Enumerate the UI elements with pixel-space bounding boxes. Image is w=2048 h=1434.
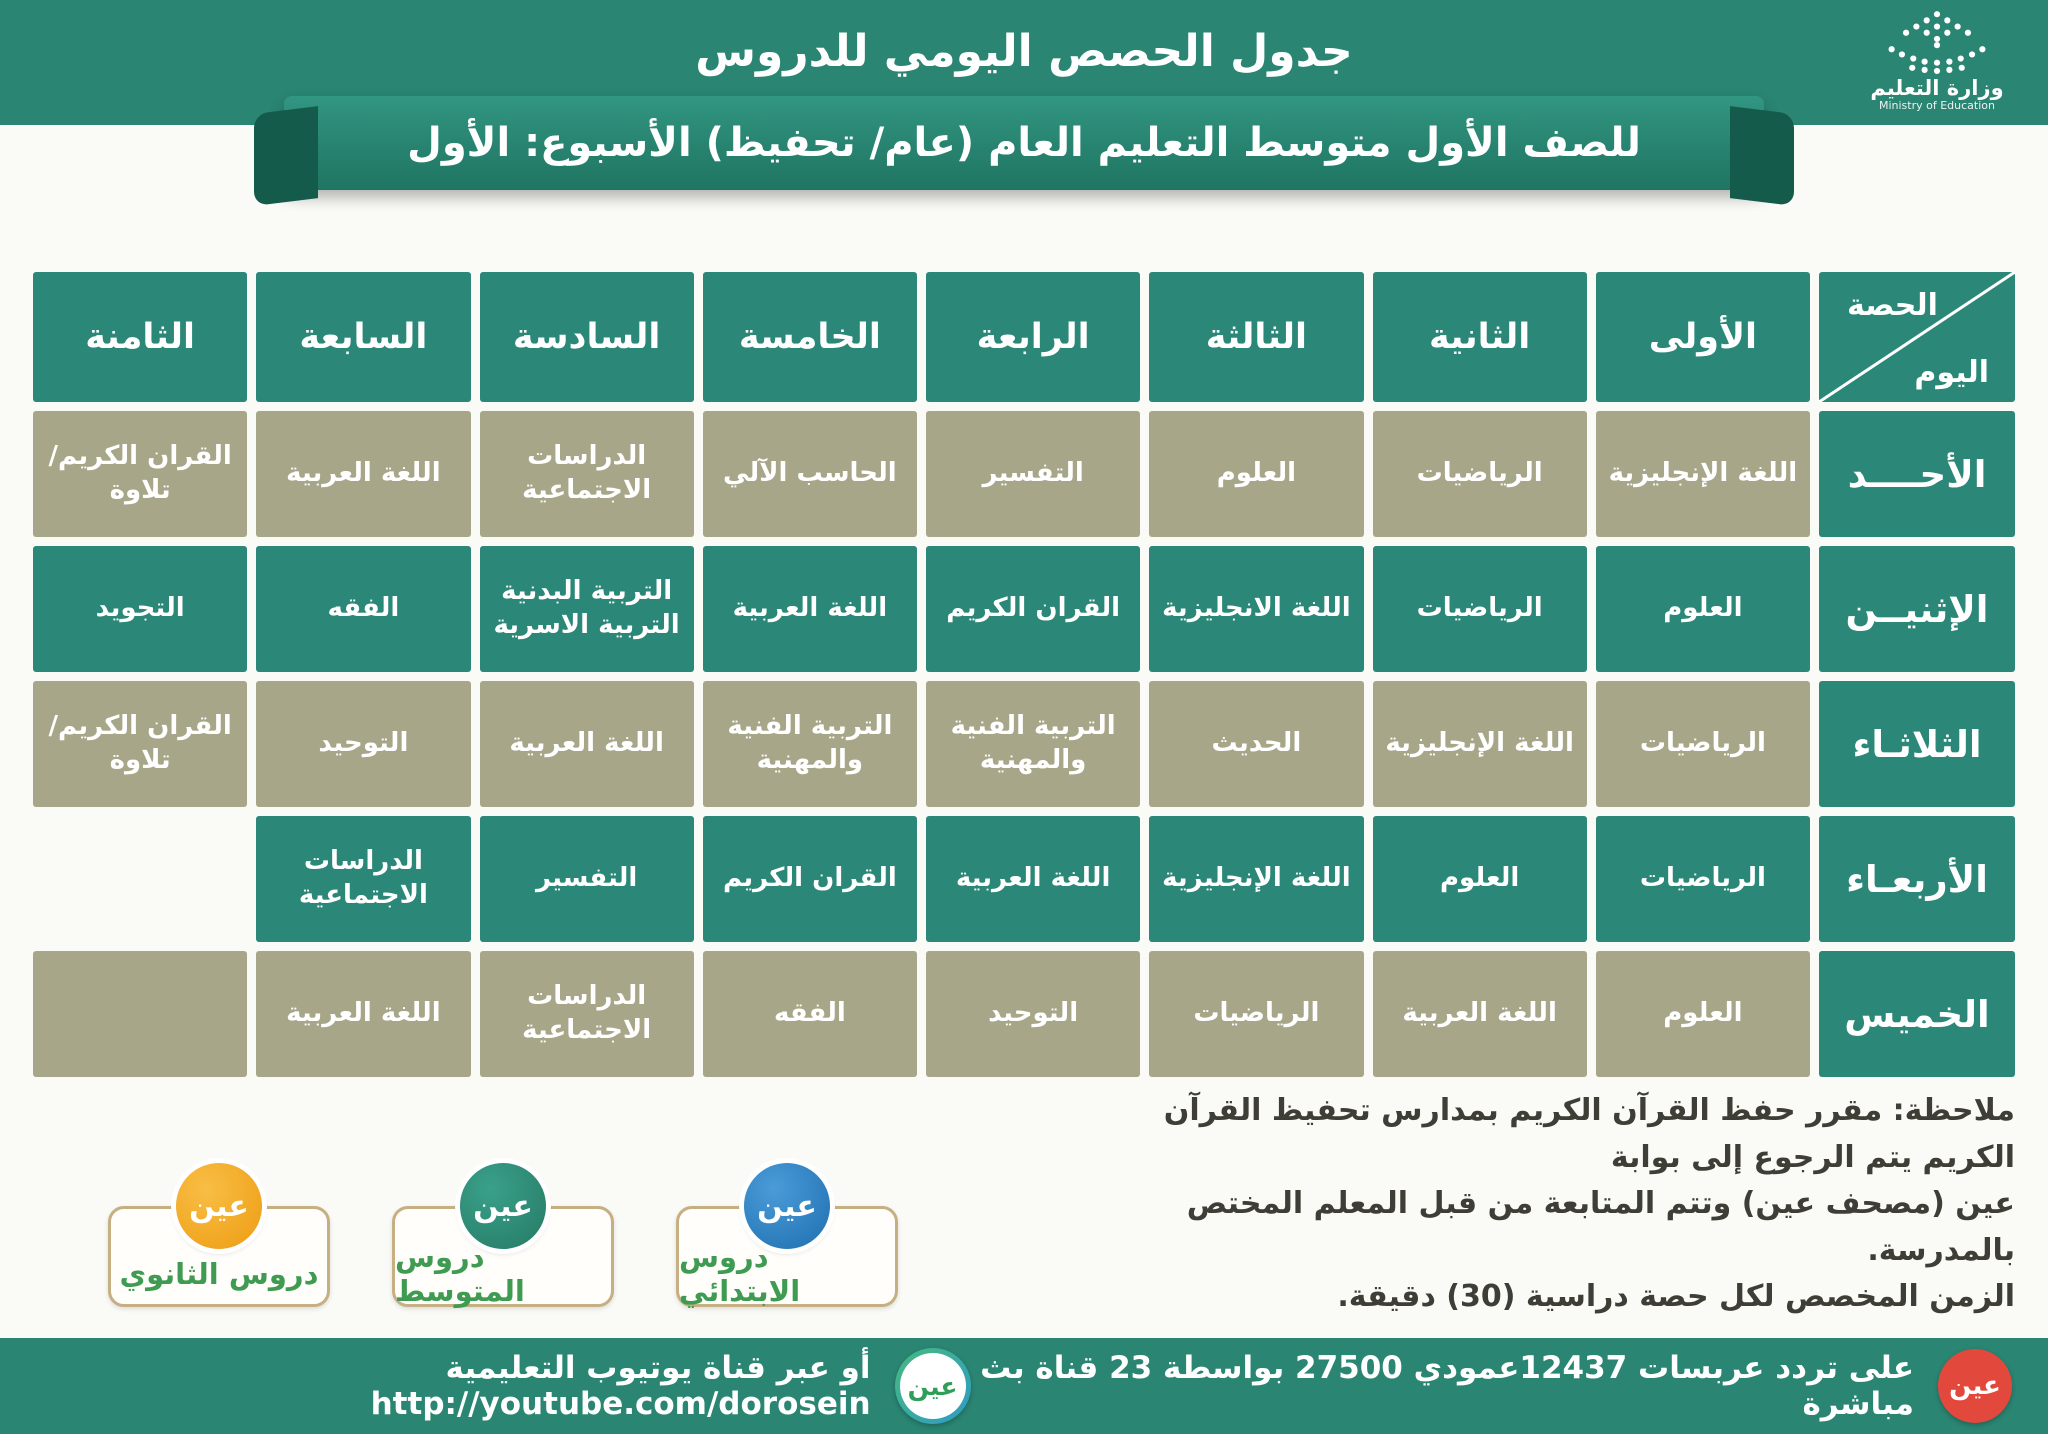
day-header-wednesday: الأربعـاء bbox=[1819, 816, 2015, 942]
subject-cell: التوحيد bbox=[926, 951, 1141, 1077]
badge-label: دروس الابتدائي bbox=[679, 1239, 801, 1308]
empty-cell bbox=[33, 951, 248, 1077]
period-axis-label: الحصة bbox=[1847, 288, 1938, 323]
youtube-info: عين أو عبر قناة يوتيوب التعليمية http://… bbox=[36, 1348, 971, 1424]
day-header-monday: الإثنيــن bbox=[1819, 546, 2015, 672]
subject-cell: اللغة العربية bbox=[926, 816, 1141, 942]
subject-cell: الرياضيات bbox=[1372, 546, 1587, 672]
footer-bar: عين على تردد عربسات 12437عمودي 27500 بوا… bbox=[0, 1338, 2048, 1434]
subject-cell: اللغة العربية bbox=[256, 411, 471, 537]
note-line-1: ملاحظة: مقرر حفظ القرآن الكريم بمدارس تح… bbox=[1163, 1093, 2015, 1175]
badge-box: دروس المتوسط bbox=[392, 1206, 614, 1308]
ain-lesson-badges: عين دروس الثانوي عين دروس المتوسط عين در… bbox=[108, 1163, 898, 1308]
ain-intermediate-icon: عين bbox=[460, 1163, 546, 1249]
subject-cell: التجويد bbox=[33, 546, 248, 672]
subject-cell: الرياضيات bbox=[1149, 951, 1364, 1077]
ain-secondary-icon: عين bbox=[176, 1163, 262, 1249]
ain-primary-icon: عين bbox=[744, 1163, 830, 1249]
badge-label: دروس الثانوي bbox=[119, 1256, 319, 1291]
subject-cell: القران الكريم bbox=[926, 546, 1141, 672]
subject-cell: التوحيد bbox=[256, 681, 471, 807]
period-header-1: الأولى bbox=[1595, 272, 1810, 402]
note-block: ملاحظة: مقرر حفظ القرآن الكريم بمدارس تح… bbox=[1155, 1088, 2015, 1321]
subject-cell: اللغة الانجليزية bbox=[1149, 546, 1364, 672]
period-header-4: الرابعة bbox=[926, 272, 1141, 402]
page-title: جدول الحصص اليومي للدروس bbox=[695, 26, 1353, 77]
ain-tv-icon: عين bbox=[1938, 1349, 2012, 1423]
subject-cell: الرياضيات bbox=[1372, 411, 1587, 537]
subject-cell: اللغة الإنجليزية bbox=[1595, 411, 1810, 537]
ain-channel-icon: عين bbox=[894, 1348, 971, 1424]
subject-cell: اللغة العربية bbox=[702, 546, 917, 672]
diagonal-divider bbox=[1819, 272, 2015, 402]
subject-cell: الفقه bbox=[702, 951, 917, 1077]
subject-cell: العلوم bbox=[1595, 546, 1810, 672]
day-axis-label: اليوم bbox=[1914, 355, 1989, 390]
subject-cell: الحديث bbox=[1149, 681, 1364, 807]
subject-cell: اللغة الإنجليزية bbox=[1372, 681, 1587, 807]
subject-cell: القران الكريم/ تلاوة bbox=[33, 681, 248, 807]
subject-cell: التفسير bbox=[926, 411, 1141, 537]
period-header-3: الثالثة bbox=[1149, 272, 1364, 402]
subject-cell: اللغة العربية bbox=[479, 681, 694, 807]
subject-cell: الرياضيات bbox=[1595, 681, 1810, 807]
period-header-7: السابعة bbox=[256, 272, 471, 402]
period-header-2: الثانية bbox=[1372, 272, 1587, 402]
subject-cell: العلوم bbox=[1595, 951, 1810, 1077]
badge-secondary-lessons: عين دروس الثانوي bbox=[108, 1163, 330, 1307]
subject-cell: العلوم bbox=[1149, 411, 1364, 537]
note-line-2: عين (مصحف عين) وتتم المتابعة من قبل المع… bbox=[1186, 1186, 2015, 1268]
subject-cell: اللغة العربية bbox=[1372, 951, 1587, 1077]
satellite-info: عين على تردد عربسات 12437عمودي 27500 بوا… bbox=[971, 1349, 2012, 1423]
subject-cell: التربية الفنية والمهنية bbox=[702, 681, 917, 807]
badge-primary-lessons: عين دروس الابتدائي bbox=[676, 1163, 898, 1308]
badge-intermediate-lessons: عين دروس المتوسط bbox=[392, 1163, 614, 1308]
subject-cell: اللغة الإنجليزية bbox=[1149, 816, 1364, 942]
day-header-thursday: الخميس bbox=[1819, 951, 2015, 1077]
subject-cell: الرياضيات bbox=[1595, 816, 1810, 942]
corner-cell: الحصة اليوم bbox=[1819, 272, 2015, 402]
subject-cell: التربية الفنية والمهنية bbox=[926, 681, 1141, 807]
badge-label: دروس المتوسط bbox=[395, 1239, 525, 1308]
ministry-name-arabic: وزارة التعليم bbox=[1870, 76, 2004, 100]
youtube-text: أو عبر قناة يوتيوب التعليمية http://yout… bbox=[370, 1350, 871, 1422]
subject-cell: العلوم bbox=[1372, 816, 1587, 942]
subject-cell: التفسير bbox=[479, 816, 694, 942]
subject-cell: الحاسب الآلي bbox=[702, 411, 917, 537]
subject-cell: الدراسات الاجتماعية bbox=[256, 816, 471, 942]
subject-cell: القران الكريم bbox=[702, 816, 917, 942]
satellite-text: على تردد عربسات 12437عمودي 27500 بواسطة … bbox=[980, 1350, 1914, 1422]
subject-cell: التربية البدنية التربية الاسرية bbox=[479, 546, 694, 672]
period-header-6: السادسة bbox=[479, 272, 694, 402]
timetable: الحصة اليوم الأولى الثانية الثالثة الراب… bbox=[33, 272, 2015, 1077]
subtitle-text: للصف الأول متوسط التعليم العام (عام/ تحف… bbox=[407, 120, 1641, 166]
ministry-logo: وزارة التعليم Ministry of Education bbox=[1852, 8, 2022, 113]
period-header-5: الخامسة bbox=[702, 272, 917, 402]
ain-channel-label: عين bbox=[899, 1353, 966, 1419]
subject-cell: الدراسات الاجتماعية bbox=[479, 411, 694, 537]
ministry-name-english: Ministry of Education bbox=[1878, 99, 1995, 113]
empty-cell bbox=[33, 816, 247, 942]
day-header-tuesday: الثلاثـاء bbox=[1819, 681, 2015, 807]
subject-cell: اللغة العربية bbox=[256, 951, 471, 1077]
period-header-8: الثامنة bbox=[33, 272, 248, 402]
note-line-3: الزمن المخصص لكل حصة دراسية (30) دقيقة. bbox=[1337, 1279, 2015, 1314]
subject-cell: الدراسات الاجتماعية bbox=[479, 951, 694, 1077]
day-header-sunday: الأحــــد bbox=[1819, 411, 2015, 537]
subject-cell: القران الكريم/ تلاوة bbox=[33, 411, 248, 537]
subject-cell: الفقه bbox=[256, 546, 471, 672]
ministry-emblem-icon bbox=[1888, 11, 1986, 74]
subtitle-ribbon: للصف الأول متوسط التعليم العام (عام/ تحف… bbox=[284, 96, 1764, 190]
